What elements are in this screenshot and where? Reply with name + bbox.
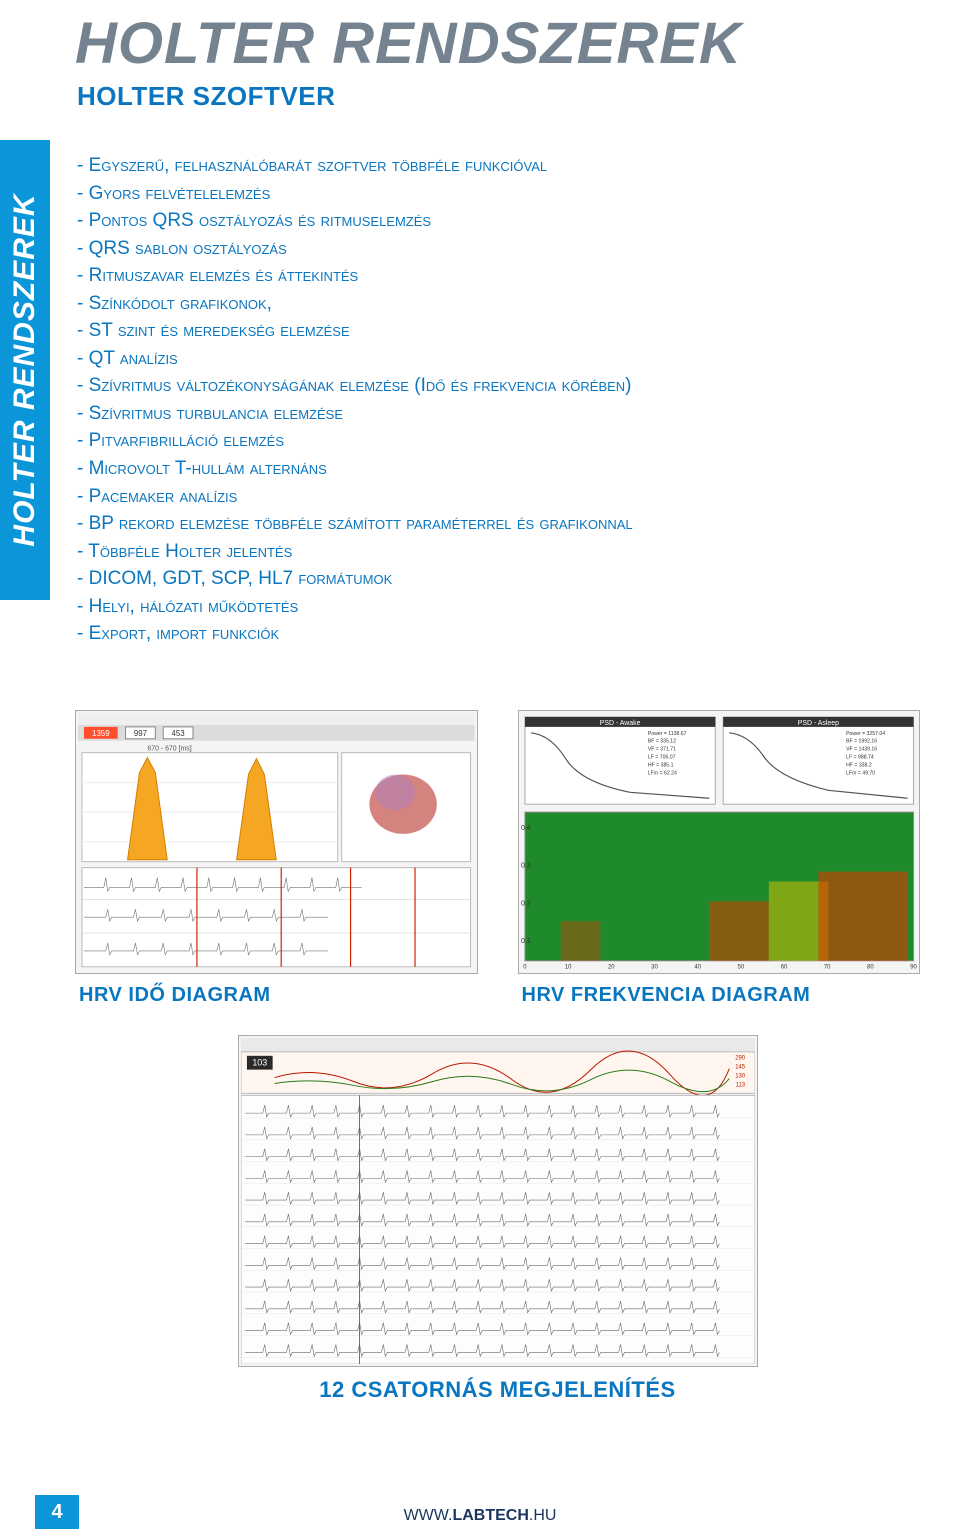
feature-item: Ritmuszavar elemzés és áttekintés	[77, 262, 920, 290]
svg-text:997: 997	[134, 729, 147, 738]
hrv-freq-caption: HRV FREKVENCIA DIAGRAM	[522, 984, 921, 1007]
svg-text:LF = 988.74: LF = 988.74	[846, 755, 874, 761]
feature-item: QT analízis	[77, 345, 920, 373]
feature-list: Egyszerű, felhasználóbarát szoftver több…	[77, 152, 920, 648]
sidebar-label: HOLTER RENDSZEREK	[8, 193, 42, 546]
svg-text:670 - 670 [ms]: 670 - 670 [ms]	[147, 746, 191, 753]
feature-item: QRS sablon osztályozás	[77, 235, 920, 263]
feature-item: Microvolt T-hullám alternáns	[77, 455, 920, 483]
svg-text:Power = 3257.04: Power = 3257.04	[846, 731, 885, 737]
feature-item: BP rekord elemzése többféle számított pa…	[77, 510, 920, 538]
svg-text:0.4: 0.4	[521, 825, 531, 832]
svg-text:Power = 1138.67: Power = 1138.67	[647, 731, 686, 737]
feature-item: Gyors felvételelemzés	[77, 180, 920, 208]
hrv-freq-figure: PSD - Awake PSD - Asleep Power = 1138.67…	[518, 710, 921, 1007]
svg-text:LF/n = 49.70: LF/n = 49.70	[846, 770, 875, 776]
url-prefix: WWW.	[404, 1507, 453, 1524]
hrv-time-caption: HRV IDŐ DIAGRAM	[79, 984, 478, 1007]
hrv-freq-svg: PSD - Awake PSD - Asleep Power = 1138.67…	[521, 713, 918, 971]
content-block: HOLTER RENDSZEREK HOLTER SZOFTVER Egysze…	[75, 10, 920, 648]
figures-block: 1359 997 453 670 - 670 [ms]	[75, 710, 920, 1403]
url-bold: LABTECH	[452, 1507, 528, 1524]
svg-text:0.2: 0.2	[521, 900, 531, 907]
twelve-ch-frame: 103 290 145 130 113	[238, 1035, 758, 1367]
url-suffix: .HU	[529, 1507, 557, 1524]
svg-text:HF = 385.1: HF = 385.1	[647, 763, 673, 769]
feature-item: Szívritmus turbulancia elemzése	[77, 400, 920, 428]
svg-text:20: 20	[608, 965, 615, 971]
svg-text:VF = 371.71: VF = 371.71	[647, 747, 675, 753]
feature-item: Színkódolt grafikonok,	[77, 290, 920, 318]
svg-text:PSD - Asleep: PSD - Asleep	[797, 720, 838, 727]
feature-item: Egyszerű, felhasználóbarát szoftver több…	[77, 152, 920, 180]
figure-row: 1359 997 453 670 - 670 [ms]	[75, 710, 920, 1007]
footer-url: WWW.LABTECH.HU	[0, 1507, 960, 1525]
page-title: HOLTER RENDSZEREK	[75, 10, 920, 77]
feature-item: Pitvarfibrilláció elemzés	[77, 427, 920, 455]
svg-text:PSD - Awake: PSD - Awake	[599, 720, 640, 727]
svg-text:0: 0	[523, 965, 527, 971]
svg-text:30: 30	[651, 965, 658, 971]
svg-text:10: 10	[564, 965, 571, 971]
svg-text:453: 453	[172, 729, 186, 738]
page: HOLTER RENDSZEREK HOLTER RENDSZEREK HOLT…	[0, 0, 960, 1535]
svg-text:103: 103	[252, 1057, 267, 1067]
svg-text:60: 60	[780, 965, 787, 971]
svg-text:145: 145	[735, 1064, 746, 1070]
svg-text:40: 40	[694, 965, 701, 971]
feature-item: Pontos QRS osztályozás és ritmuselemzés	[77, 207, 920, 235]
feature-item: Export, import funkciók	[77, 620, 920, 648]
svg-text:LF = 706.07: LF = 706.07	[647, 755, 675, 761]
svg-text:LF/n = 62.24: LF/n = 62.24	[647, 770, 676, 776]
feature-item: Többféle Holter jelentés	[77, 538, 920, 566]
svg-text:0.3: 0.3	[521, 863, 531, 870]
feature-item: Pacemaker analízis	[77, 483, 920, 511]
hrv-time-frame: 1359 997 453 670 - 670 [ms]	[75, 710, 478, 974]
hrv-time-figure: 1359 997 453 670 - 670 [ms]	[75, 710, 478, 1007]
feature-item: Helyi, hálózati működtetés	[77, 593, 920, 621]
svg-text:113: 113	[735, 1082, 745, 1088]
svg-text:70: 70	[823, 965, 830, 971]
svg-text:90: 90	[910, 965, 917, 971]
svg-text:0.1: 0.1	[521, 938, 531, 945]
twelve-ch-svg: 103 290 145 130 113	[241, 1038, 755, 1364]
svg-text:BF = 1992.16: BF = 1992.16	[846, 739, 877, 745]
twelve-ch-figure: 103 290 145 130 113 12 CSATORNÁS MEGJELENÍT…	[238, 1035, 758, 1403]
svg-text:VF = 1439.16: VF = 1439.16	[846, 747, 877, 753]
feature-item: DICOM, GDT, SCP, HL7 formátumok	[77, 565, 920, 593]
page-subtitle: HOLTER SZOFTVER	[77, 81, 920, 112]
svg-text:290: 290	[735, 1055, 746, 1061]
sidebar-tab: HOLTER RENDSZEREK	[0, 140, 50, 600]
svg-text:1359: 1359	[92, 729, 110, 738]
svg-text:BF = 335.12: BF = 335.12	[647, 739, 675, 745]
svg-text:50: 50	[737, 965, 744, 971]
twelve-ch-caption: 12 CSATORNÁS MEGJELENÍTÉS	[238, 1377, 758, 1403]
hrv-freq-frame: PSD - Awake PSD - Asleep Power = 1138.67…	[518, 710, 921, 974]
svg-text:80: 80	[867, 965, 874, 971]
hrv-time-svg: 1359 997 453 670 - 670 [ms]	[78, 713, 475, 971]
toolbar-chips: 1359 997 453	[84, 727, 193, 739]
feature-item: Szívritmus változékonyságának elemzése (…	[77, 372, 920, 400]
svg-text:130: 130	[735, 1073, 746, 1079]
feature-item: ST szint és meredekség elemzése	[77, 317, 920, 345]
svg-text:HF = 338.2: HF = 338.2	[846, 763, 872, 769]
footer: 4 WWW.LABTECH.HU	[0, 1495, 960, 1535]
